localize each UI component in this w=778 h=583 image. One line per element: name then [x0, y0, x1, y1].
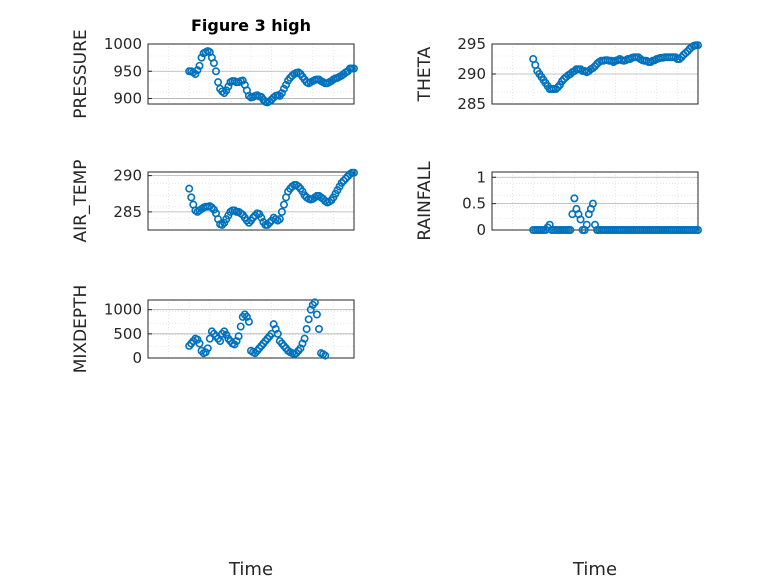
y-axis-label: PRESSURE	[71, 29, 91, 118]
data-point	[249, 213, 258, 222]
y-axis-label: MIXDEPTH	[71, 285, 91, 374]
data-point	[349, 64, 358, 73]
data-point	[201, 348, 210, 357]
x-axis-label-left: Time	[228, 559, 273, 580]
data-point	[197, 53, 206, 62]
data-point	[314, 324, 323, 333]
axes-box	[147, 43, 355, 105]
axes-box	[147, 299, 355, 359]
axes-layer: 900 950 1000 PRESSURE 285 290 295 THETA 285 290 AI…	[71, 29, 702, 374]
data-point	[244, 317, 253, 326]
data-point	[242, 216, 251, 225]
data-point	[275, 215, 284, 224]
data-point	[588, 199, 597, 208]
data-point	[349, 168, 358, 177]
data-point	[675, 54, 684, 63]
subplot-1: 900 950 1000 PRESSURE	[71, 29, 358, 119]
subplot-4: 0 0.5 1 RAINFALL	[415, 161, 702, 241]
y-tick-label: 1000	[104, 35, 142, 53]
data-point	[279, 200, 288, 209]
y-axis-label: THETA	[415, 46, 435, 102]
axes-box	[147, 171, 355, 231]
axes-box	[491, 171, 699, 231]
data-point	[193, 335, 202, 344]
data-point	[341, 174, 350, 183]
data-point	[236, 322, 245, 331]
data-point	[203, 344, 212, 353]
data-point	[216, 337, 225, 346]
y-tick-label: 285	[113, 203, 142, 221]
data-point	[312, 310, 321, 319]
data-point	[224, 82, 233, 91]
y-tick-label: 0.5	[462, 195, 486, 213]
y-tick-label: 1	[476, 168, 486, 186]
y-tick-label: 295	[457, 35, 486, 53]
data-point	[209, 59, 218, 68]
data-point	[222, 330, 231, 339]
data-point	[282, 80, 291, 89]
data-point	[238, 76, 247, 85]
subplot-3: 285 290 AIR_TEMP	[71, 160, 358, 243]
data-point	[582, 220, 591, 229]
data-point	[304, 315, 313, 324]
data-point	[693, 226, 702, 235]
y-tick-label: 500	[113, 325, 142, 343]
y-tick-label: 900	[113, 90, 142, 108]
data-point	[265, 218, 274, 227]
y-tick-label: 1000	[104, 301, 142, 319]
data-point	[277, 89, 286, 98]
data-point	[693, 41, 702, 50]
data-point	[339, 176, 348, 185]
data-point	[234, 332, 243, 341]
y-tick-label: 0	[132, 349, 142, 367]
data-point	[244, 218, 253, 227]
data-point	[576, 215, 585, 224]
data-point	[207, 203, 216, 212]
data-point	[321, 351, 330, 360]
y-axis-label: RAINFALL	[415, 161, 435, 241]
data-point	[681, 48, 690, 57]
data-point	[576, 65, 585, 74]
data-point	[211, 67, 220, 76]
data-point	[187, 193, 196, 202]
data-point	[300, 334, 309, 343]
data-point	[214, 78, 223, 87]
data-point	[551, 85, 560, 94]
data-point	[195, 61, 204, 70]
data-point	[302, 324, 311, 333]
data-point	[570, 194, 579, 203]
y-tick-label: 290	[113, 167, 142, 185]
data-point	[310, 298, 319, 307]
data-point	[263, 220, 272, 229]
data-point	[566, 226, 575, 235]
data-point	[294, 182, 303, 191]
data-point	[257, 213, 266, 222]
y-tick-label: 285	[457, 95, 486, 113]
figure-title: Figure 3 high	[191, 16, 311, 35]
y-tick-label: 0	[476, 221, 486, 239]
data-point	[337, 178, 346, 187]
data-point	[185, 184, 194, 193]
y-axis-label: AIR_TEMP	[71, 160, 91, 243]
subplot-5: 0 500 1000 MIXDEPTH	[71, 285, 355, 374]
data-point	[218, 220, 227, 229]
y-tick-label: 950	[113, 62, 142, 80]
data-point	[588, 64, 597, 73]
data-point	[195, 339, 204, 348]
y-tick-label: 290	[457, 65, 486, 83]
x-axis-label-right: Time	[572, 559, 617, 580]
data-point	[193, 66, 202, 75]
subplot-2: 285 290 295 THETA	[415, 35, 702, 113]
data-point	[273, 329, 282, 338]
data-point	[277, 207, 286, 216]
